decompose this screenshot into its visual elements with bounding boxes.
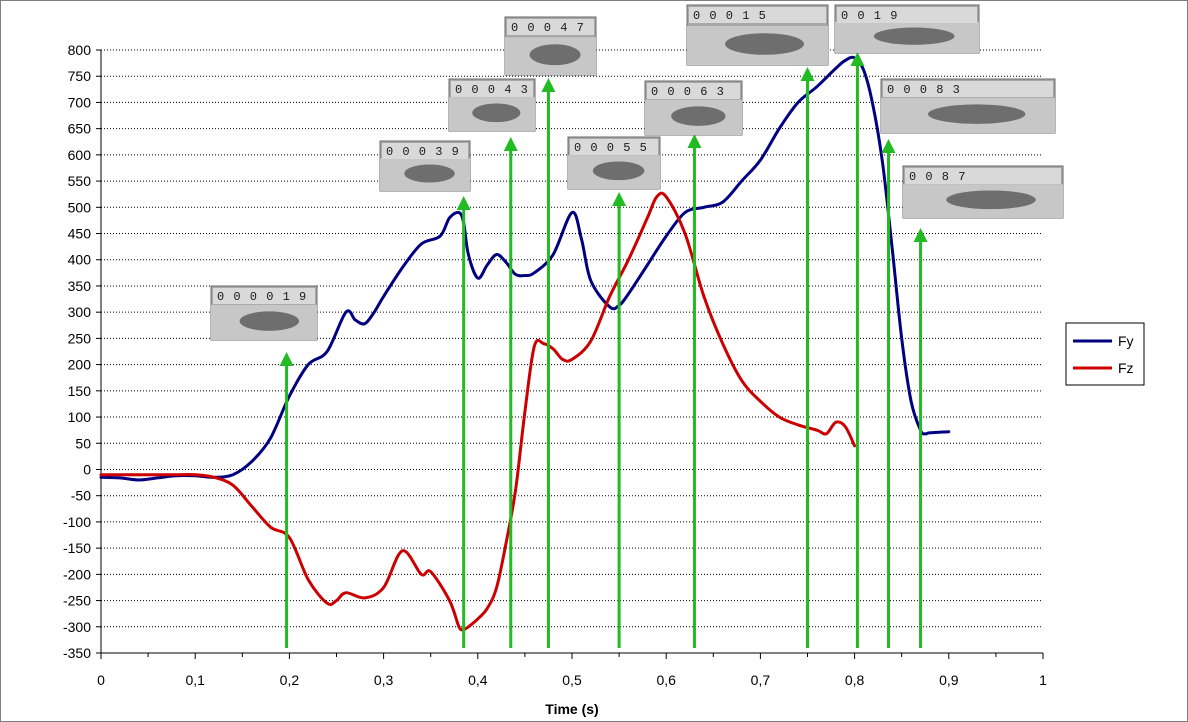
video-frame: 0 0 0 6 3 [644,80,743,136]
video-frame: 0 0 0 4 3 [448,78,536,132]
frame-counter-label: 0 0 0 4 3 [455,83,529,97]
frame-counter-bg [507,19,594,35]
frame-counter-bg [837,7,977,23]
y-tick-label: 550 [68,173,92,189]
frame-counter-bg [382,143,468,159]
y-tick-label: -250 [63,593,91,609]
y-tick-label: 0 [83,461,91,477]
frame-counter-bg [451,81,533,97]
video-frames: 0 0 0 0 1 9 0 0 0 3 9 0 0 0 4 3 0 0 0 4 7 0 … [210,4,1064,341]
y-tick-label: -350 [63,645,91,661]
swimmer-silhouette [946,190,1036,210]
frame-counter-label: 0 0 0 1 5 [693,9,767,23]
y-tick-label: 450 [68,226,92,242]
axes: -350 -300 -250 -200 -150 -100 -50 0 50 100 150 200 2… [63,42,1047,688]
frame-counter-label: 0 0 0 4 7 [511,21,585,35]
y-tick-label: 750 [68,68,92,84]
y-tick-label: 400 [68,252,92,268]
frame-counter-bg [213,288,315,304]
event-arrow-head [279,352,294,366]
event-arrow-head [503,137,518,151]
series-lines [99,55,951,632]
swimmer-silhouette [592,161,645,181]
x-tick-label: 0,4 [468,672,488,688]
event-arrow-head [612,192,627,206]
x-axis-title: Time (s) [545,701,598,717]
video-frame: 0 0 0 0 1 9 [210,285,318,341]
x-tick-label: 0 [97,672,105,688]
y-tick-label: -50 [71,488,91,504]
y-tick-label: 700 [68,94,92,110]
x-tick-label: 0,3 [374,672,394,688]
swimmer-silhouette [927,104,1026,124]
x-tick-label: 0,8 [845,672,865,688]
frame-counter-label: 0 0 0 0 1 9 [217,290,307,304]
legend-label-fz: Fz [1118,360,1134,376]
video-frame: 0 0 0 8 3 [880,78,1056,134]
event-arrow-head [456,196,471,210]
x-tick-label: 0,2 [280,672,300,688]
y-tick-label: 200 [68,357,92,373]
x-tick-label: 0,9 [939,672,959,688]
event-arrow-head [881,139,896,153]
frame-counter-bg [689,7,826,23]
y-tick-label: -150 [63,540,91,556]
y-tick-label: 650 [68,121,92,137]
y-tick-label: 100 [68,409,92,425]
y-tick-label: 350 [68,278,92,294]
frame-counter-label: 0 0 0 8 3 [887,83,961,97]
frame-counter-label: 0 0 8 7 [909,170,966,184]
y-tick-label: 500 [68,199,92,215]
swimmer-silhouette [873,27,955,45]
video-frame: 0 0 0 1 5 [686,4,829,66]
swimmer-silhouette [671,106,726,126]
video-frame: 0 0 0 3 9 [379,140,471,192]
event-arrow-head [800,67,815,81]
x-tick-label: 0,6 [656,672,676,688]
legend: Fy Fz [1065,322,1145,386]
y-tick-label: -200 [63,566,91,582]
y-tick-label: 600 [68,147,92,163]
frame-counter-bg [570,139,658,155]
frame-counter-label: 0 0 0 6 3 [651,85,725,99]
frame-counter-label: 0 0 0 3 9 [386,145,460,159]
y-tick-label: 150 [68,383,92,399]
y-tick-label: 300 [68,304,92,320]
event-arrow-head [850,52,865,66]
frame-counter-bg [883,81,1053,97]
series-line-fz [99,191,857,632]
event-arrow-head [913,228,928,242]
x-tick-label: 1 [1039,672,1047,688]
event-arrow-head [687,134,702,148]
legend-box [1065,322,1145,386]
frame-counter-label: 0 0 0 5 5 [574,141,648,155]
event-arrow-head [541,78,556,92]
swimmer-silhouette [725,33,805,55]
frame-counter-bg [647,83,740,99]
swimmer-silhouette [404,164,455,183]
x-tick-label: 0,7 [751,672,771,688]
y-tick-label: 800 [68,42,92,58]
video-frame: 0 0 1 9 [834,4,980,54]
x-tick-label: 0,5 [562,672,582,688]
swimmer-silhouette [239,311,299,331]
legend-label-fy: Fy [1118,333,1134,349]
event-arrows [279,52,928,648]
y-tick-label: 250 [68,330,92,346]
video-frame: 0 0 0 4 7 [504,16,597,76]
frame-counter-label: 0 0 1 9 [841,9,898,23]
y-tick-label: -100 [63,514,91,530]
x-tick-label: 0,1 [185,672,205,688]
video-frame: 0 0 0 5 5 [567,136,661,190]
video-frame: 0 0 8 7 [902,165,1064,219]
y-tick-label: -300 [63,619,91,635]
y-tick-label: 50 [75,435,91,451]
frame-counter-bg [905,168,1061,184]
swimmer-silhouette [472,103,521,123]
swimmer-silhouette [529,44,581,66]
